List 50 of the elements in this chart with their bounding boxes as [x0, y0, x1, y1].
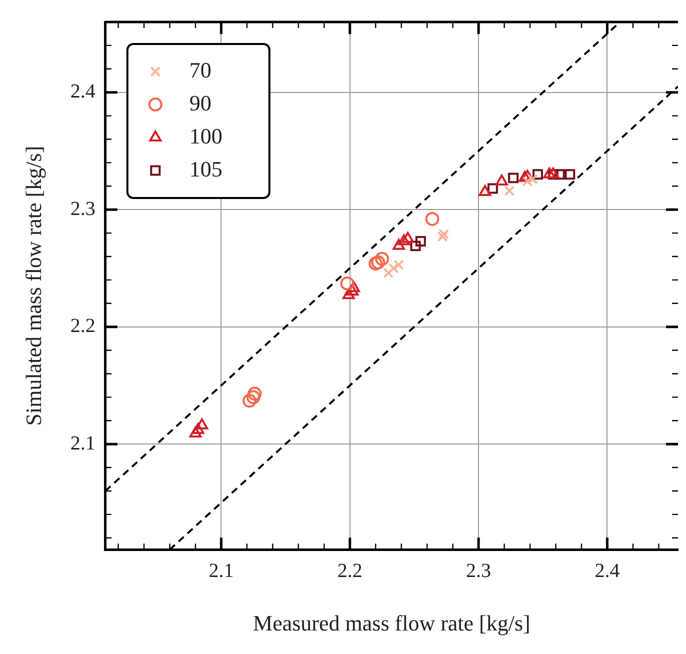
point [192, 423, 204, 434]
x-tick-label: 2.3 [466, 560, 492, 582]
y-tick-label: 2.3 [70, 198, 96, 220]
point [375, 252, 390, 266]
y-tick-label: 2.1 [70, 432, 96, 454]
point [392, 238, 405, 250]
point [425, 212, 440, 226]
x-tick-label: 2.4 [594, 560, 620, 582]
point [527, 174, 538, 184]
point [554, 169, 565, 180]
legend-label: 100 [189, 123, 222, 148]
point [248, 386, 262, 401]
point [437, 231, 448, 242]
y-tick-label: 2.2 [70, 315, 96, 338]
point [508, 172, 519, 184]
x-axis-title: Measured mass flow rate [kg/s] [253, 610, 530, 636]
point [383, 268, 394, 278]
point [522, 176, 533, 187]
point [368, 256, 383, 271]
x-tick-label: 2.2 [337, 560, 362, 582]
point [398, 234, 410, 246]
point [189, 426, 202, 438]
point [543, 167, 556, 178]
point [394, 259, 404, 270]
legend-label: 105 [189, 156, 222, 182]
x-tick-label: 2.1 [208, 560, 234, 582]
point [388, 262, 399, 274]
point [348, 281, 360, 292]
point [564, 169, 576, 180]
point [487, 183, 498, 194]
point [371, 255, 386, 270]
legend-label: 70 [189, 57, 212, 82]
point [196, 418, 208, 430]
point [496, 174, 508, 186]
point [438, 228, 450, 240]
point [246, 390, 260, 404]
point [415, 236, 426, 246]
point [342, 288, 355, 300]
point [504, 186, 515, 196]
point [402, 232, 414, 243]
point [346, 284, 359, 296]
point [478, 185, 492, 196]
point [518, 170, 532, 182]
legend-label: 90 [189, 90, 212, 116]
point [410, 240, 421, 252]
point [532, 169, 543, 180]
point [242, 394, 257, 408]
y-axis-title: Simulated mass flow rate [kg/s] [20, 146, 46, 426]
point [340, 276, 354, 290]
y-tick-label: 2.4 [70, 80, 96, 103]
